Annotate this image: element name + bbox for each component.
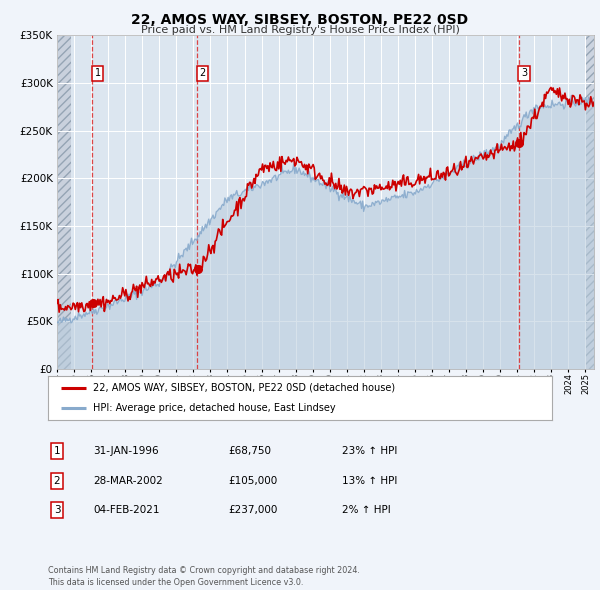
Text: 04-FEB-2021: 04-FEB-2021 bbox=[93, 506, 160, 515]
Text: Contains HM Land Registry data © Crown copyright and database right 2024.
This d: Contains HM Land Registry data © Crown c… bbox=[48, 566, 360, 587]
Text: 22, AMOS WAY, SIBSEY, BOSTON, PE22 0SD (detached house): 22, AMOS WAY, SIBSEY, BOSTON, PE22 0SD (… bbox=[94, 383, 395, 393]
Text: 2: 2 bbox=[199, 68, 206, 78]
Text: £105,000: £105,000 bbox=[228, 476, 277, 486]
Text: 2: 2 bbox=[53, 476, 61, 486]
Text: 23% ↑ HPI: 23% ↑ HPI bbox=[342, 447, 397, 456]
Text: 3: 3 bbox=[521, 68, 527, 78]
Text: 31-JAN-1996: 31-JAN-1996 bbox=[93, 447, 158, 456]
Text: Price paid vs. HM Land Registry's House Price Index (HPI): Price paid vs. HM Land Registry's House … bbox=[140, 25, 460, 35]
Text: 28-MAR-2002: 28-MAR-2002 bbox=[93, 476, 163, 486]
Text: 1: 1 bbox=[95, 68, 101, 78]
Bar bbox=[57, 35, 71, 369]
Bar bbox=[586, 35, 594, 369]
Text: 2% ↑ HPI: 2% ↑ HPI bbox=[342, 506, 391, 515]
Text: 13% ↑ HPI: 13% ↑ HPI bbox=[342, 476, 397, 486]
Text: 3: 3 bbox=[53, 506, 61, 515]
Text: £237,000: £237,000 bbox=[228, 506, 277, 515]
Text: HPI: Average price, detached house, East Lindsey: HPI: Average price, detached house, East… bbox=[94, 403, 336, 413]
Text: £68,750: £68,750 bbox=[228, 447, 271, 456]
Text: 1: 1 bbox=[53, 447, 61, 456]
Text: 22, AMOS WAY, SIBSEY, BOSTON, PE22 0SD: 22, AMOS WAY, SIBSEY, BOSTON, PE22 0SD bbox=[131, 13, 469, 27]
